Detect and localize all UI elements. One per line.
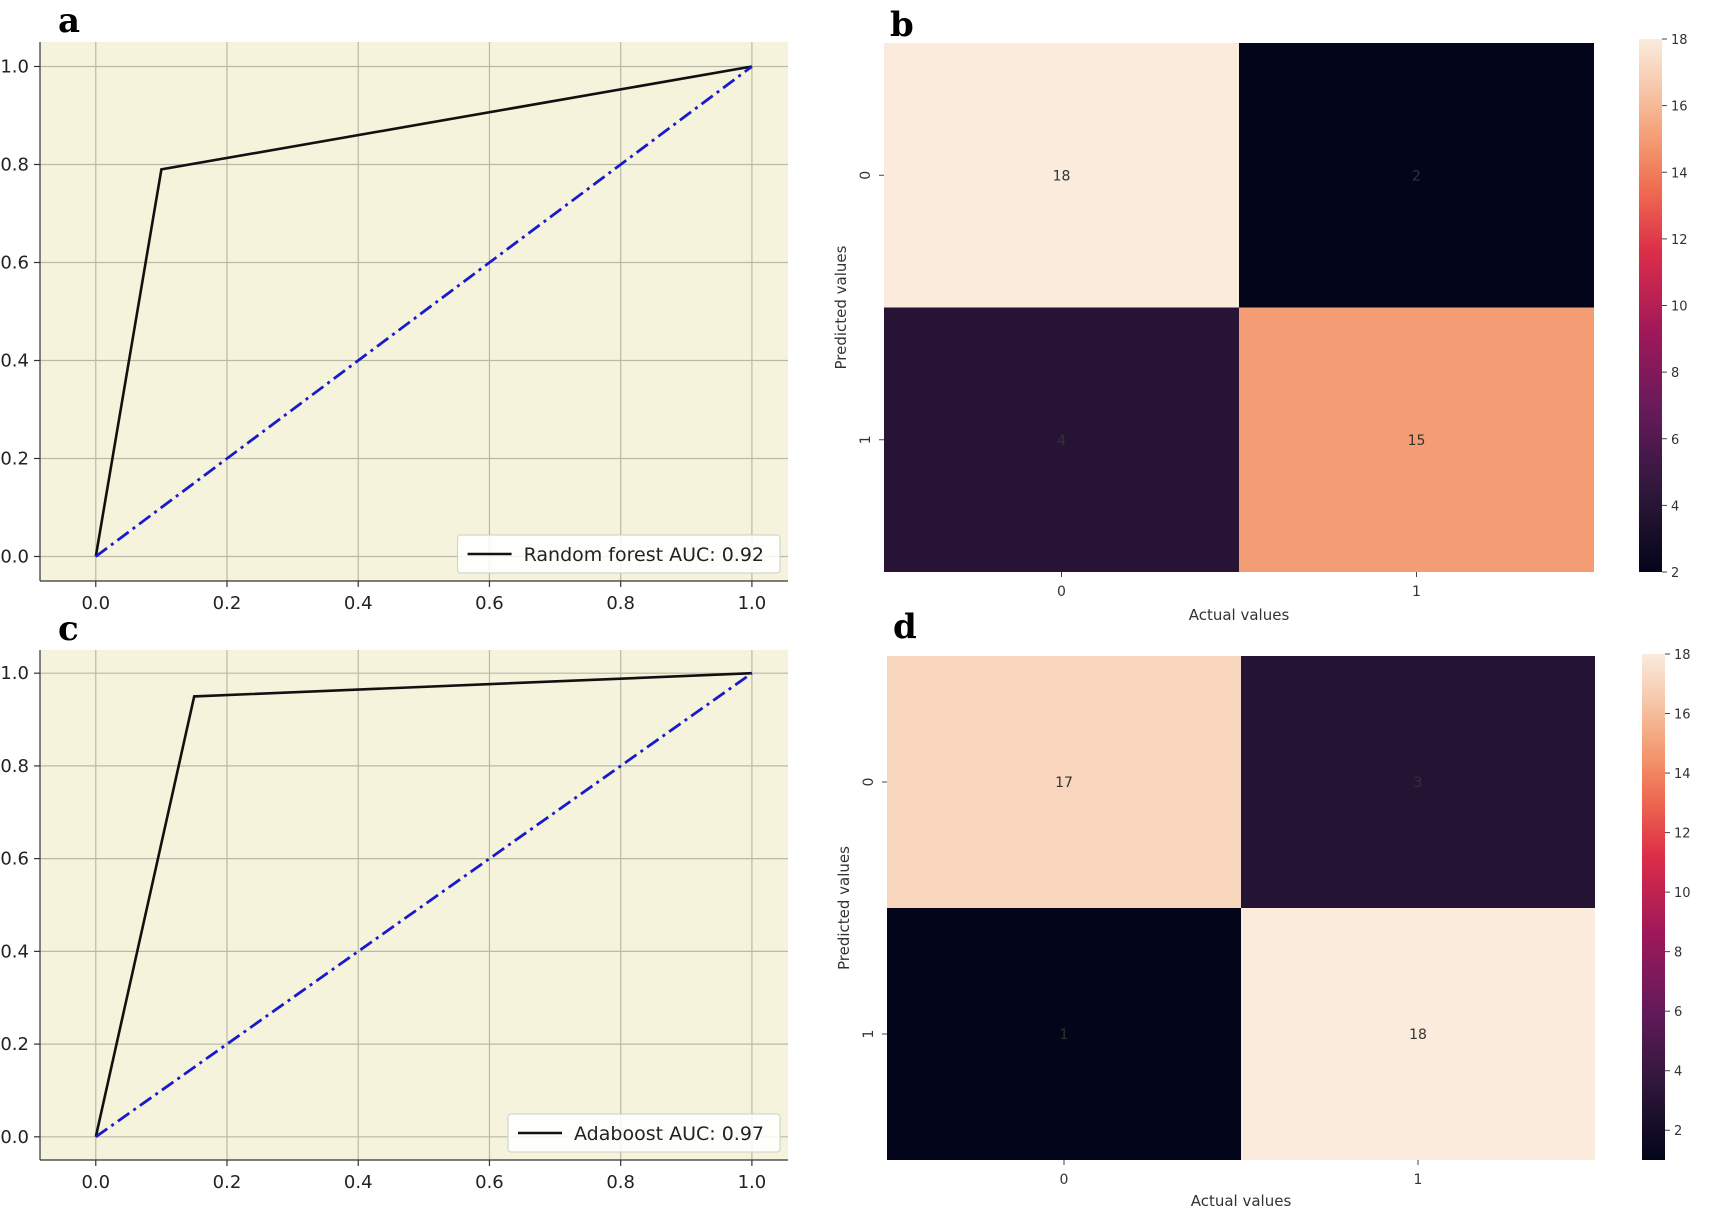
y-tick-label: 1.0: [0, 57, 29, 78]
colorbar-tick-label: 12: [1674, 827, 1691, 842]
x-tick-label: 1.0: [738, 593, 767, 614]
heatmap-cell: [1239, 43, 1594, 308]
colorbar-tick-label: 2: [1671, 566, 1679, 581]
y-tick-label: 0.6: [0, 253, 29, 274]
colorbar-tick-label: 12: [1671, 233, 1688, 248]
colorbar-tick-label: 16: [1674, 708, 1691, 723]
roc-curve: [94, 65, 753, 557]
colorbar-tick-label: 4: [1671, 499, 1679, 514]
cell-value-label: 1: [1060, 1027, 1069, 1043]
panel-letter-b: b: [890, 5, 914, 45]
colorbar: [1642, 654, 1665, 1160]
y-tick-label: 0.8: [0, 155, 29, 176]
y-tick-label: 0.8: [0, 756, 29, 777]
x-tick-label: 0.6: [475, 593, 504, 614]
y-axis-label: Predicted values: [835, 846, 853, 970]
legend-text: Random forest AUC: 0.92: [524, 544, 764, 566]
heatmap-cell: [1241, 908, 1595, 1160]
legend-text: Adaboost AUC: 0.97: [574, 1123, 764, 1145]
colorbar-tick-label: 10: [1671, 300, 1688, 315]
x-tick-label: 0.2: [213, 1172, 242, 1193]
x-tick-label: 0.4: [344, 593, 373, 614]
plot-area: [40, 42, 788, 581]
colorbar-tick-label: 2: [1674, 1124, 1682, 1139]
y-tick-label: 0.4: [0, 941, 29, 962]
y-axis-label: Predicted values: [832, 245, 850, 369]
cell-value-label: 18: [1053, 168, 1071, 184]
y-tick-label: 0: [861, 778, 877, 787]
x-tick-label: 1.0: [738, 1172, 767, 1193]
x-tick-label: 0.8: [606, 593, 635, 614]
x-tick-label: 1: [1412, 584, 1421, 600]
y-tick-label: 0.4: [0, 351, 29, 372]
y-tick-label: 1.0: [0, 663, 29, 684]
colorbar-tick-label: 8: [1671, 366, 1679, 381]
heatmap-cell: [884, 307, 1239, 572]
colorbar-tick-label: 4: [1674, 1065, 1682, 1080]
roc-chart-a: 0.0 0.2 0.4 0.6 0.8 1.0 0.0 0.2 0.4 0.6 0.8 1.0 Rand…: [0, 42, 788, 614]
cell-value-label: 17: [1055, 775, 1073, 791]
x-tick-label: 0: [1060, 1172, 1069, 1188]
heatmap-cell: [887, 908, 1241, 1160]
y-tick-label: 1: [861, 1030, 877, 1039]
heatmap-cell: [884, 43, 1239, 308]
y-tick-label: 1: [858, 435, 874, 444]
legend-box: [507, 1113, 781, 1153]
heatmap-cell: [1241, 656, 1595, 908]
colorbar-tick-label: 14: [1674, 767, 1691, 782]
y-tick-label: 0: [858, 171, 874, 180]
colorbar-tick-label: 6: [1671, 433, 1679, 448]
diagonal-reference-line: [94, 672, 753, 1138]
x-tick-label: 0.4: [344, 1172, 373, 1193]
x-tick-label: 0.2: [213, 593, 242, 614]
x-axis-label: Actual values: [1191, 1192, 1292, 1210]
panel-letter-d: d: [893, 607, 917, 647]
x-tick-label: 0.0: [81, 593, 110, 614]
x-tick-label: 0.6: [475, 1172, 504, 1193]
colorbar-tick-label: 6: [1674, 1005, 1682, 1020]
x-axis-label: Actual values: [1189, 606, 1290, 624]
y-tick-label: 0.0: [0, 547, 29, 568]
heatmap-cell: [1239, 307, 1594, 572]
panel-letter-a: a: [58, 1, 80, 41]
roc-chart-c: 0.0 0.2 0.4 0.6 0.8 1.0 0.0 0.2 0.4 0.6 0.8 1.0 Adab…: [0, 650, 788, 1193]
x-tick-label: 0.8: [606, 1172, 635, 1193]
cell-value-label: 2: [1412, 168, 1421, 184]
colorbar: [1639, 39, 1662, 572]
cell-value-label: 4: [1057, 433, 1066, 449]
y-tick-label: 0.2: [0, 449, 29, 470]
colorbar-tick-label: 16: [1671, 100, 1688, 115]
panel-letter-c: c: [58, 609, 79, 649]
x-tick-label: 1: [1414, 1172, 1423, 1188]
y-tick-label: 0.2: [0, 1034, 29, 1055]
x-tick-label: 0: [1057, 584, 1066, 600]
y-tick-label: 0.6: [0, 849, 29, 870]
diagonal-reference-line: [94, 65, 753, 558]
colorbar-tick-label: 18: [1674, 648, 1691, 663]
colorbar-tick-label: 14: [1671, 166, 1688, 181]
cell-value-label: 3: [1414, 775, 1423, 791]
heatmap-cell: [887, 656, 1241, 908]
x-tick-label: 0.0: [81, 1172, 110, 1193]
colorbar-tick-label: 8: [1674, 946, 1682, 961]
roc-curve: [94, 671, 752, 1138]
cell-value-label: 18: [1409, 1027, 1427, 1043]
legend-box: [457, 534, 781, 574]
y-tick-label: 0.0: [0, 1127, 29, 1148]
colorbar-tick-label: 18: [1671, 33, 1688, 48]
colorbar-tick-label: 10: [1674, 886, 1691, 901]
cell-value-label: 15: [1408, 433, 1426, 449]
